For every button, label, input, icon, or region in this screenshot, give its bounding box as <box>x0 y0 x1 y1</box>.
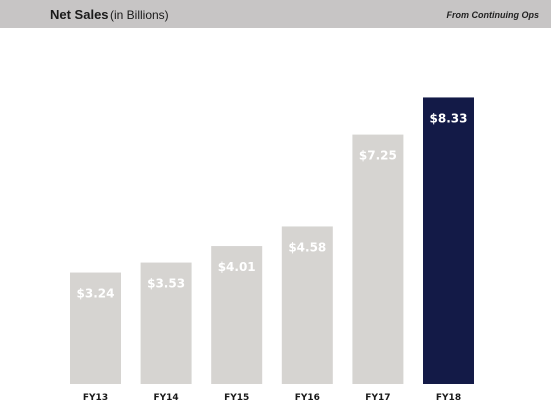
chart-subtitle: (in Billions) <box>110 8 169 22</box>
bar-fy13 <box>70 272 121 384</box>
x-tick-fy15: FY15 <box>224 393 249 403</box>
data-label-fy13: $3.24 <box>77 287 115 301</box>
bar-fy18 <box>423 97 474 384</box>
data-label-fy16: $4.58 <box>288 240 326 254</box>
x-tick-fy17: FY17 <box>365 393 390 403</box>
data-label-fy15: $4.01 <box>218 260 256 274</box>
bar-fy17 <box>352 134 404 384</box>
bar-fy14 <box>140 262 192 384</box>
data-label-fy17: $7.25 <box>359 149 397 163</box>
header-bar: Net Sales (in Billions) From Continuing … <box>0 0 551 28</box>
x-tick-fy13: FY13 <box>83 393 108 403</box>
chart-note: From Continuing Ops <box>446 10 540 20</box>
bar-fy15 <box>211 246 263 384</box>
chart-title: Net Sales <box>50 7 109 22</box>
x-tick-fy14: FY14 <box>153 393 178 403</box>
data-label-fy14: $3.53 <box>147 277 185 291</box>
x-tick-fy18: FY18 <box>436 393 461 403</box>
bar-fy16 <box>281 226 333 384</box>
x-tick-fy16: FY16 <box>295 393 320 403</box>
data-label-fy18: $8.33 <box>430 111 468 125</box>
